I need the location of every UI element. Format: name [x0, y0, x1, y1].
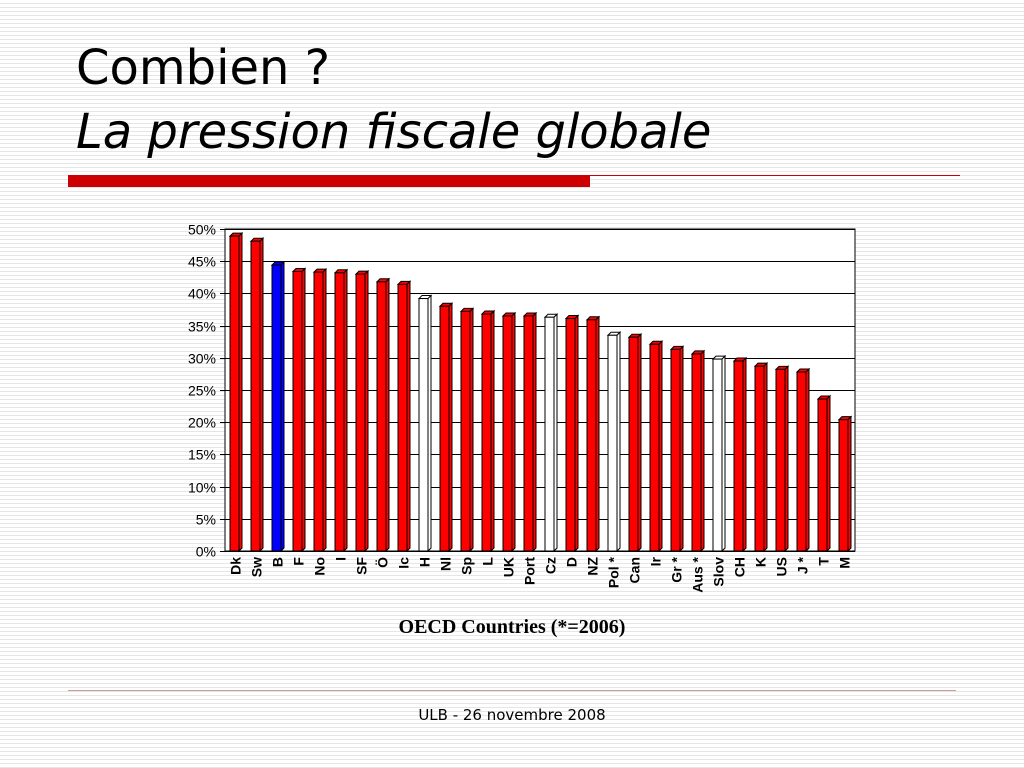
x-tick-label: Cz [543, 557, 559, 574]
x-tick-label: Nl [438, 557, 454, 571]
bar [586, 319, 597, 552]
bar [712, 358, 723, 552]
y-tick-label: 50% [188, 222, 216, 238]
x-tick-label: B [270, 557, 286, 567]
bar [733, 360, 744, 552]
x-tick-label: Slov [711, 557, 727, 587]
x-tick-label: Aus * [690, 556, 706, 592]
y-tick-label: 0% [196, 544, 216, 560]
y-tick-label: 40% [188, 286, 216, 302]
bar [670, 348, 681, 552]
x-tick-label: Sw [249, 557, 265, 577]
title-accent-line [590, 175, 960, 176]
bar [796, 371, 807, 552]
x-tick-label: UK [501, 557, 517, 577]
x-tick-label: Ic [396, 557, 412, 569]
x-tick-label: I [333, 557, 349, 561]
x-tick-label: Ö [375, 557, 391, 568]
y-tick-label: 25% [188, 383, 216, 399]
x-tick-label: Port [522, 557, 538, 585]
bar [754, 365, 765, 552]
x-tick-label: Gr * [669, 556, 685, 582]
x-tick-label: CH [732, 557, 748, 577]
x-tick-label: Can [627, 557, 643, 583]
bar [460, 310, 471, 552]
y-tick-label: 35% [188, 319, 216, 335]
bar [229, 235, 240, 552]
x-tick-label: K [753, 557, 769, 567]
bar [523, 315, 534, 552]
bar [544, 316, 555, 552]
bar [502, 315, 513, 552]
slide-subtitle: La pression fiscale globale [76, 104, 712, 160]
x-tick-label: NZ [585, 557, 601, 576]
x-tick-label: Dk [228, 557, 244, 575]
footer-divider [68, 690, 956, 691]
x-tick-label: Pol * [606, 556, 622, 588]
x-tick-label: L [480, 557, 496, 566]
bar [334, 272, 345, 552]
x-tick-label: T [816, 557, 832, 566]
x-tick-label: H [417, 557, 433, 567]
bar [775, 368, 786, 552]
x-tick-label: No [312, 557, 328, 576]
bar [271, 264, 282, 552]
bar [439, 305, 450, 552]
y-tick-label: 5% [196, 512, 216, 528]
y-tick-label: 20% [188, 415, 216, 431]
bar [250, 240, 261, 552]
x-tick-label: J * [795, 556, 811, 574]
y-tick-label: 30% [188, 351, 216, 367]
bar [628, 336, 639, 552]
bar [397, 283, 408, 552]
slide-title: Combien ? [76, 40, 331, 96]
title-accent-bar [68, 175, 590, 187]
x-tick-label: SF [354, 557, 370, 575]
y-tick-label: 45% [188, 254, 216, 270]
bar [418, 298, 429, 552]
y-tick-label: 15% [188, 447, 216, 463]
bar [313, 271, 324, 552]
y-tick-label: 10% [188, 480, 216, 496]
bar [691, 353, 702, 552]
x-tick-label: US [774, 557, 790, 576]
bar [565, 318, 576, 552]
footer-text: ULB - 26 novembre 2008 [418, 706, 606, 724]
bar [607, 334, 618, 552]
bar [481, 313, 492, 552]
x-tick-label: Ir [648, 556, 664, 566]
x-tick-label: F [291, 557, 307, 566]
bar [355, 273, 366, 552]
bar [649, 343, 660, 552]
bar [817, 398, 828, 552]
x-tick-label: Sp [459, 557, 475, 575]
x-tick-label: D [564, 557, 580, 567]
bar [376, 281, 387, 552]
x-tick-label: M [837, 557, 853, 569]
bar [838, 419, 849, 552]
x-axis-title: OECD Countries (*=2006) [398, 616, 626, 638]
bar [292, 271, 303, 552]
